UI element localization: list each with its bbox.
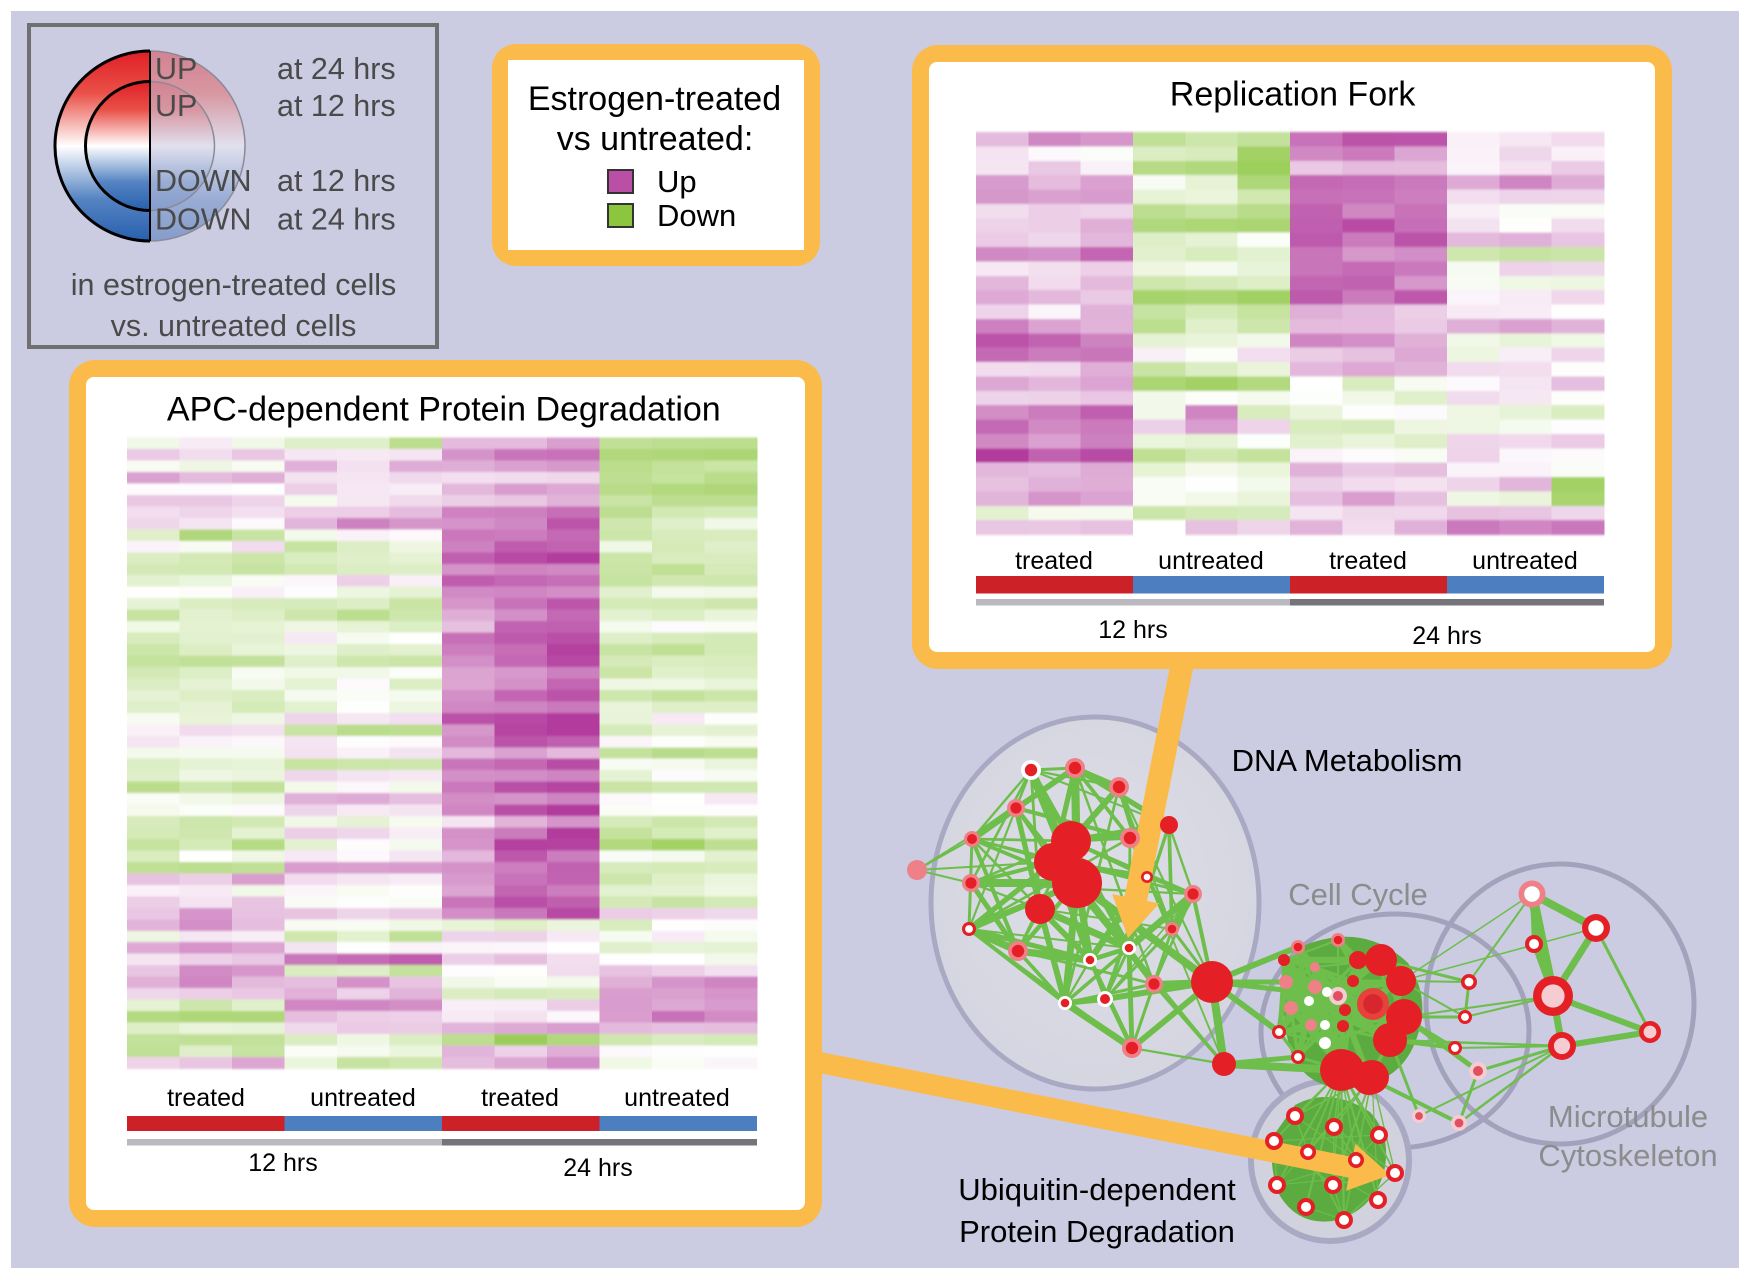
svg-text:Protein Degradation: Protein Degradation [959, 1214, 1235, 1249]
svg-text:Microtubule: Microtubule [1548, 1099, 1708, 1134]
svg-text:Up: Up [657, 164, 697, 199]
svg-text:DNA Metabolism: DNA Metabolism [1232, 743, 1463, 778]
svg-text:DOWN: DOWN [155, 203, 252, 237]
svg-text:untreated: untreated [310, 1084, 416, 1112]
svg-text:APC-dependent Protein Degradat: APC-dependent Protein Degradation [167, 391, 721, 429]
svg-text:UP: UP [155, 52, 197, 86]
svg-text:in estrogen-treated cells: in estrogen-treated cells [71, 268, 397, 302]
svg-text:vs untreated:: vs untreated: [557, 120, 754, 158]
svg-text:Down: Down [657, 198, 736, 233]
svg-text:Ubiquitin-dependent: Ubiquitin-dependent [958, 1172, 1236, 1207]
svg-text:12 hrs: 12 hrs [248, 1149, 317, 1177]
svg-text:at 24 hrs: at 24 hrs [277, 52, 396, 86]
svg-text:at 12 hrs: at 12 hrs [277, 89, 396, 123]
svg-text:untreated: untreated [1472, 547, 1578, 575]
svg-text:untreated: untreated [624, 1084, 730, 1112]
svg-text:Cytoskeleton: Cytoskeleton [1538, 1138, 1717, 1173]
svg-text:24 hrs: 24 hrs [563, 1154, 632, 1182]
svg-text:Replication Fork: Replication Fork [1170, 76, 1417, 114]
svg-text:at 24 hrs: at 24 hrs [277, 203, 396, 237]
svg-text:treated: treated [167, 1084, 245, 1112]
svg-text:UP: UP [155, 89, 197, 123]
svg-text:DOWN: DOWN [155, 164, 252, 198]
svg-text:treated: treated [1329, 547, 1407, 575]
svg-text:12 hrs: 12 hrs [1098, 616, 1167, 644]
svg-text:at 12 hrs: at 12 hrs [277, 164, 396, 198]
svg-text:untreated: untreated [1158, 547, 1264, 575]
svg-text:treated: treated [481, 1084, 559, 1112]
svg-text:treated: treated [1015, 547, 1093, 575]
svg-text:Cell Cycle: Cell Cycle [1288, 877, 1428, 912]
svg-text:Estrogen-treated: Estrogen-treated [528, 80, 781, 118]
svg-text:vs. untreated cells: vs. untreated cells [111, 309, 357, 343]
svg-text:24 hrs: 24 hrs [1412, 622, 1481, 650]
